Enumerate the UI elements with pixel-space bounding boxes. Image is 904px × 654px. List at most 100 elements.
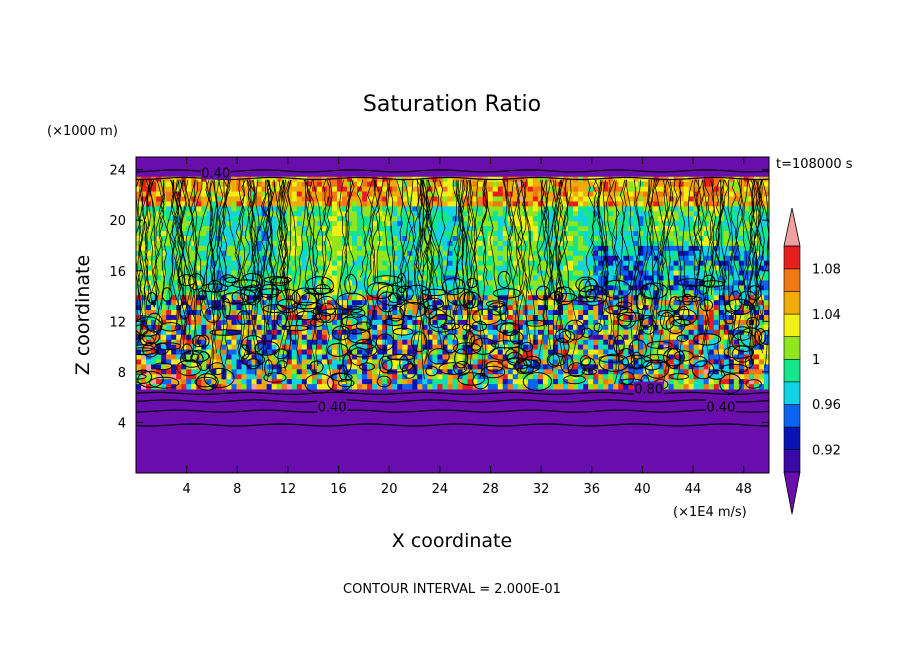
- heatmap-cell: [432, 211, 438, 217]
- heatmap-cell: [161, 319, 167, 326]
- heatmap-cell: [246, 221, 252, 227]
- heatmap-cell: [547, 319, 554, 326]
- heatmap-cell: [181, 176, 187, 183]
- heatmap-cell: [512, 221, 519, 227]
- heatmap-cell: [266, 186, 273, 192]
- heatmap-cell: [633, 186, 639, 192]
- heatmap-cell: [176, 349, 182, 355]
- heatmap-cell: [261, 349, 268, 355]
- heatmap-cell: [231, 285, 237, 291]
- heatmap-cell: [387, 265, 393, 271]
- heatmap-cell: [412, 339, 418, 346]
- heatmap-cell: [698, 310, 705, 316]
- heatmap-cell: [387, 201, 393, 207]
- heatmap-cell: [507, 369, 514, 375]
- heatmap-cell: [713, 354, 720, 360]
- heatmap-cell: [527, 319, 534, 326]
- heatmap-cell: [653, 290, 659, 296]
- heatmap-cell: [608, 255, 614, 262]
- heatmap-cell: [663, 231, 669, 237]
- heatmap-cell: [718, 201, 725, 207]
- heatmap-cell: [713, 260, 720, 267]
- heatmap-cell: [437, 255, 443, 262]
- heatmap-cell: [578, 280, 584, 286]
- heatmap-cell: [492, 349, 499, 355]
- heatmap-cell: [708, 221, 715, 227]
- heatmap-cell: [723, 354, 730, 360]
- heatmap-cell: [397, 319, 403, 326]
- heatmap-cell: [382, 206, 388, 212]
- heatmap-cell: [618, 319, 624, 326]
- heatmap-cell: [377, 290, 383, 296]
- heatmap-cell: [341, 295, 348, 301]
- heatmap-cell: [286, 240, 293, 247]
- heatmap-cell: [196, 270, 202, 276]
- heatmap-cell: [417, 369, 423, 375]
- heatmap-cell: [608, 334, 614, 341]
- heatmap-cell: [698, 285, 705, 291]
- heatmap-cell: [382, 369, 388, 375]
- heatmap-cell: [362, 191, 368, 197]
- heatmap-cell: [407, 319, 413, 326]
- heatmap-cell: [231, 354, 237, 360]
- heatmap-cell: [537, 310, 544, 316]
- heatmap-cell: [397, 270, 403, 276]
- heatmap-cell: [422, 255, 428, 262]
- heatmap-cell: [477, 206, 484, 212]
- heatmap-cell: [748, 201, 755, 207]
- heatmap-cell: [542, 250, 549, 257]
- heatmap-cell: [296, 285, 303, 291]
- heatmap-cell: [311, 245, 318, 252]
- heatmap-cell: [402, 191, 408, 197]
- heatmap-cell: [477, 201, 484, 207]
- heatmap-cell: [422, 206, 428, 212]
- heatmap-cell: [593, 300, 599, 306]
- heatmap-cell: [723, 329, 730, 336]
- heatmap-cell: [246, 226, 252, 232]
- heatmap-cell: [296, 364, 303, 370]
- heatmap-cell: [517, 226, 524, 232]
- heatmap-cell: [542, 369, 549, 375]
- heatmap-cell: [387, 231, 393, 237]
- heatmap-cell: [532, 329, 539, 336]
- heatmap-cell: [723, 211, 730, 217]
- heatmap-cell: [141, 250, 147, 257]
- heatmap-cell: [502, 196, 509, 202]
- heatmap-cell: [693, 265, 700, 271]
- heatmap-cell: [311, 295, 318, 301]
- heatmap-cell: [673, 181, 679, 188]
- heatmap-cell: [653, 245, 659, 252]
- heatmap-cell: [452, 339, 458, 346]
- heatmap-cell: [733, 250, 740, 257]
- heatmap-cell: [442, 176, 448, 183]
- heatmap-cell: [136, 354, 142, 360]
- heatmap-cell: [321, 245, 328, 252]
- heatmap-cell: [181, 236, 187, 242]
- heatmap-cell: [291, 339, 298, 346]
- heatmap-cell: [226, 275, 232, 281]
- heatmap-cell: [352, 359, 358, 365]
- heatmap-cell: [357, 310, 363, 316]
- heatmap-cell: [537, 206, 544, 212]
- heatmap-cell: [527, 201, 534, 207]
- heatmap-cell: [221, 339, 227, 346]
- heatmap-cell: [633, 265, 639, 271]
- heatmap-cell: [206, 310, 212, 316]
- heatmap-cell: [497, 221, 504, 227]
- heatmap-cell: [713, 201, 720, 207]
- heatmap-cell: [402, 315, 408, 321]
- heatmap-cell: [608, 300, 614, 306]
- heatmap-cell: [552, 349, 559, 355]
- heatmap-cell: [502, 211, 509, 217]
- heatmap-cell: [658, 344, 664, 350]
- heatmap-cell: [698, 221, 705, 227]
- heatmap-cell: [166, 280, 172, 286]
- heatmap-cell: [422, 176, 428, 183]
- heatmap-cell: [507, 339, 514, 346]
- heatmap-cell: [588, 240, 594, 247]
- heatmap-cell: [623, 295, 629, 301]
- heatmap-cell: [271, 226, 278, 232]
- heatmap-cell: [407, 295, 413, 301]
- heatmap-cell: [372, 176, 378, 183]
- heatmap-cell: [673, 315, 679, 321]
